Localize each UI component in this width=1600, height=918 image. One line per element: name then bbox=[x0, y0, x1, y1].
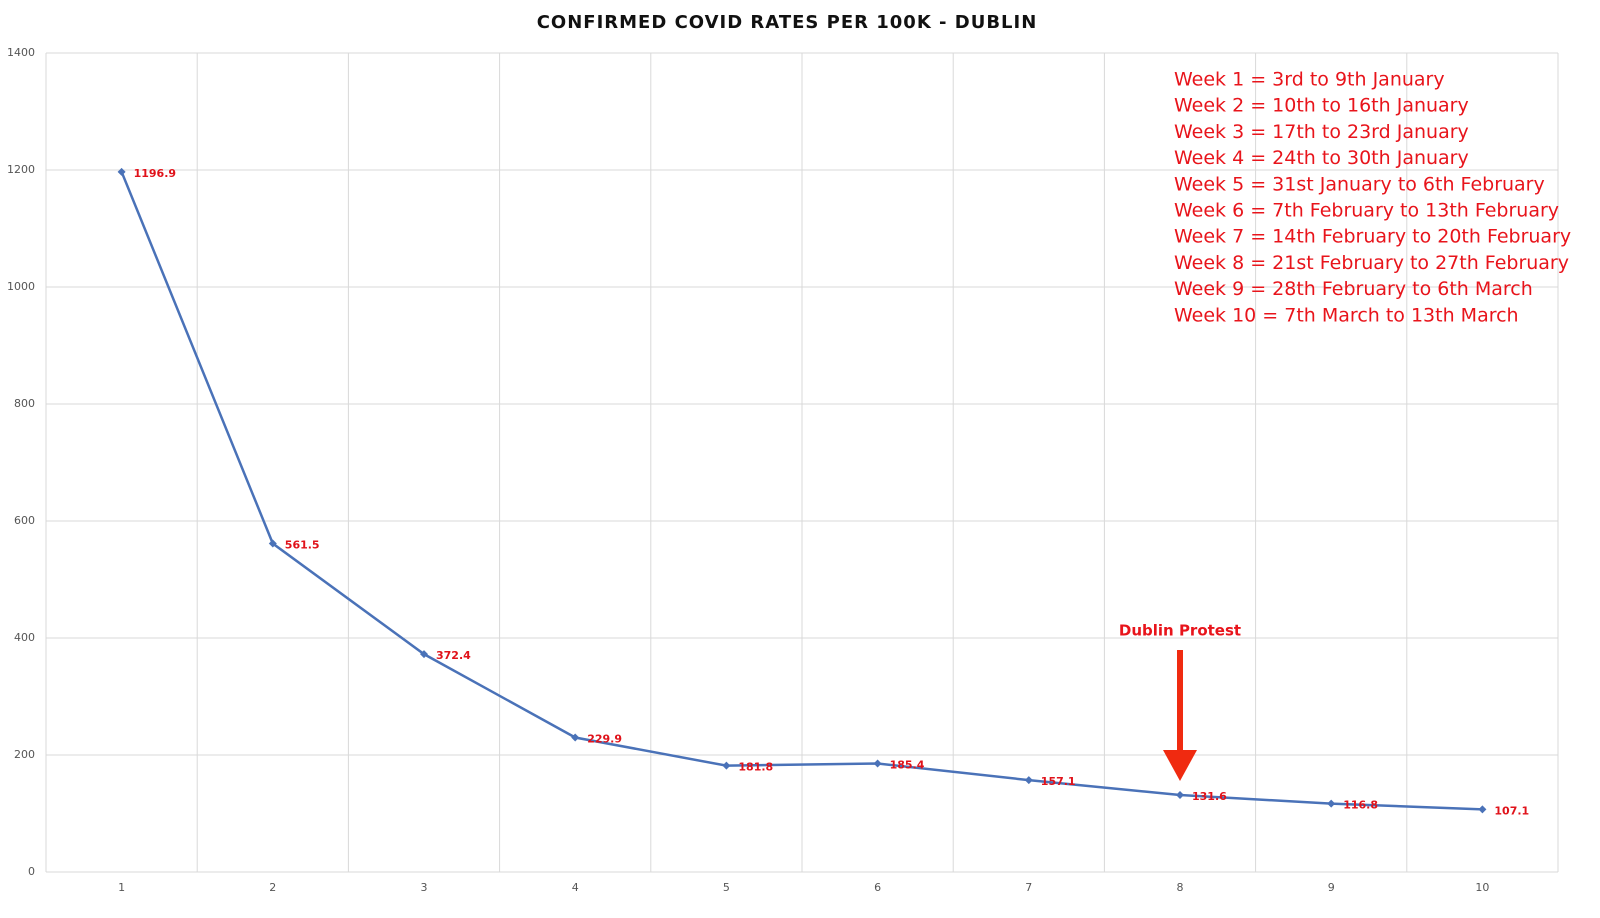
data-label: 131.6 bbox=[1192, 790, 1227, 803]
annotation-text: Dublin Protest bbox=[1119, 622, 1241, 640]
note: Week 7 = 14th February to 20th February bbox=[1174, 226, 1571, 248]
data-label: 1196.9 bbox=[134, 167, 176, 180]
x-tick-label: 8 bbox=[1177, 881, 1184, 894]
data-label: 185.4 bbox=[890, 759, 925, 772]
data-point bbox=[1478, 805, 1487, 814]
data-point bbox=[1327, 799, 1336, 808]
x-tick-label: 6 bbox=[874, 881, 881, 894]
data-label: 116.8 bbox=[1343, 799, 1378, 812]
note: Week 6 = 7th February to 13th February bbox=[1174, 200, 1559, 222]
y-tick-label: 0 bbox=[28, 865, 35, 878]
note: Week 3 = 17th to 23rd January bbox=[1174, 121, 1469, 143]
note: Week 9 = 28th February to 6th March bbox=[1174, 278, 1533, 300]
data-label: 229.9 bbox=[587, 733, 622, 746]
note: Week 1 = 3rd to 9th January bbox=[1174, 69, 1445, 91]
data-point bbox=[1024, 776, 1033, 785]
x-tick-label: 1 bbox=[118, 881, 125, 894]
data-point bbox=[722, 761, 731, 770]
y-tick-label: 200 bbox=[14, 748, 35, 761]
x-tick-label: 3 bbox=[421, 881, 428, 894]
note: Week 10 = 7th March to 13th March bbox=[1174, 304, 1519, 326]
data-point bbox=[571, 733, 580, 742]
x-tick-label: 7 bbox=[1025, 881, 1032, 894]
data-label: 157.1 bbox=[1041, 775, 1076, 788]
data-label: 181.8 bbox=[738, 761, 773, 774]
y-tick-label: 600 bbox=[14, 514, 35, 527]
x-tick-label: 10 bbox=[1475, 881, 1489, 894]
y-tick-label: 400 bbox=[14, 631, 35, 644]
y-tick-label: 1000 bbox=[7, 280, 35, 293]
y-tick-label: 1400 bbox=[7, 46, 35, 59]
x-tick-label: 5 bbox=[723, 881, 730, 894]
y-tick-label: 1200 bbox=[7, 163, 35, 176]
data-label: 372.4 bbox=[436, 649, 471, 662]
data-point bbox=[1176, 791, 1184, 800]
data-line bbox=[120, 171, 1483, 811]
data-label: 107.1 bbox=[1494, 804, 1529, 817]
data-point bbox=[420, 650, 428, 659]
data-point bbox=[117, 167, 126, 176]
note: Week 4 = 24th to 30th January bbox=[1174, 147, 1469, 169]
data-point bbox=[268, 539, 277, 548]
note: Week 5 = 31st January to 6th February bbox=[1174, 173, 1545, 195]
chart-title: CONFIRMED COVID RATES PER 100K - DUBLIN bbox=[537, 12, 1038, 33]
x-tick-label: 4 bbox=[572, 881, 579, 894]
x-tick-label: 2 bbox=[269, 881, 276, 894]
data-point bbox=[873, 759, 882, 768]
y-tick-label: 800 bbox=[14, 397, 35, 410]
note: Week 2 = 10th to 16th January bbox=[1174, 95, 1469, 117]
arrow-head bbox=[1163, 750, 1197, 781]
data-label: 561.5 bbox=[285, 539, 320, 552]
x-tick-label: 9 bbox=[1328, 881, 1335, 894]
note: Week 8 = 21st February to 27th February bbox=[1174, 252, 1569, 274]
